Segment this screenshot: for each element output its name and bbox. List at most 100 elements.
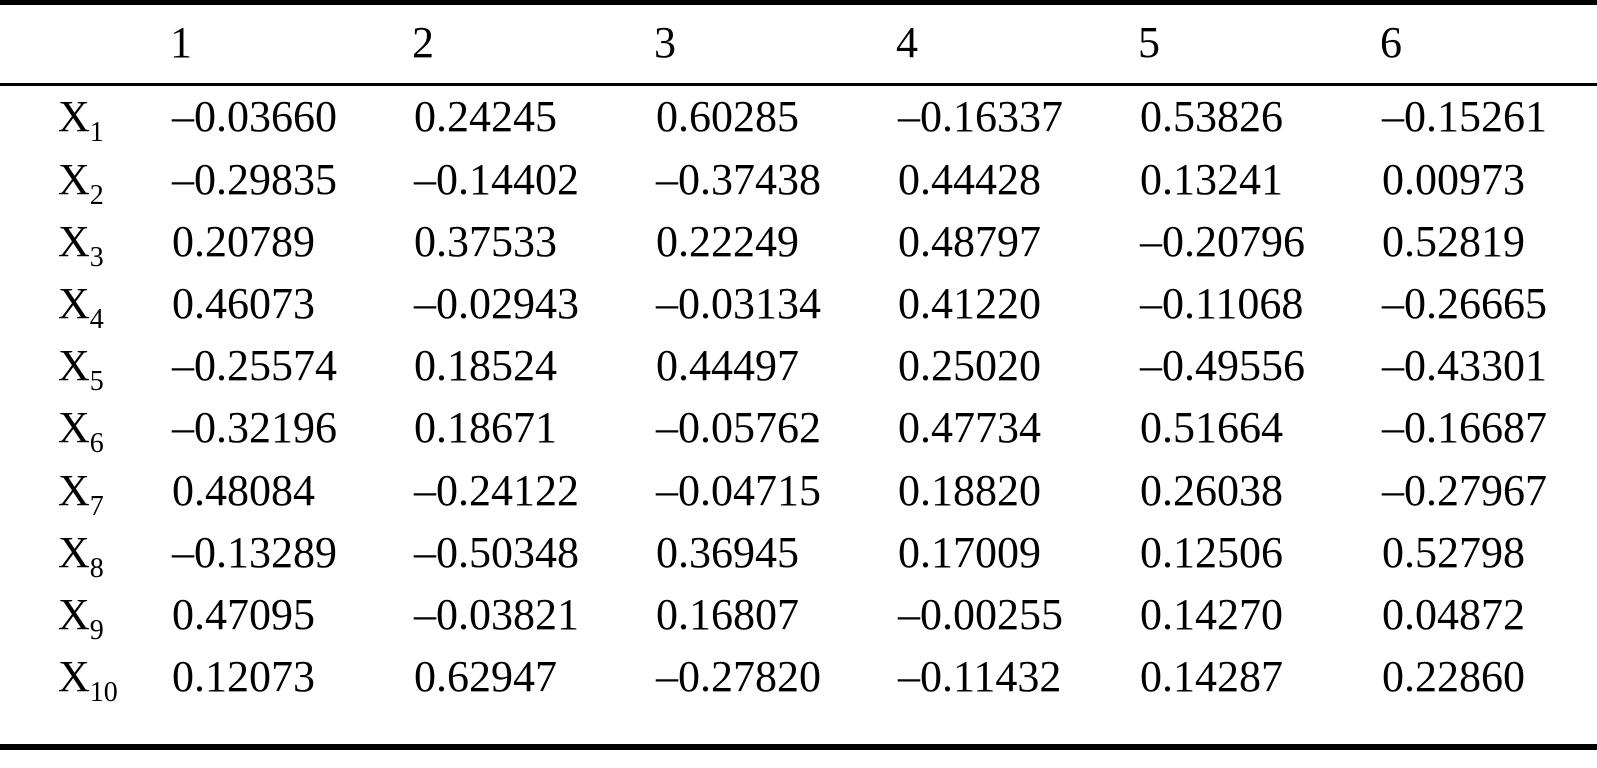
table-row-x2: X2 –0.29835 –0.14402 –0.37438 0.44428 0.13241…: [0, 149, 1597, 211]
cell-x6-col6: –0.16687: [1382, 403, 1547, 453]
table-row-x1: X1 –0.03660 0.24245 0.60285 –0.16337 0.53826–…: [0, 85, 1597, 149]
cell-x7-col6: –0.27967: [1382, 465, 1547, 515]
cell-x5-col1: –0.25574: [172, 341, 337, 391]
table-row-x8: X8 –0.13289 –0.50348 0.36945 0.17009 0.12506 0…: [0, 522, 1597, 584]
column-header-5: 5: [1138, 2, 1380, 87]
cell-x9-col4: –0.00255: [898, 589, 1063, 639]
row-label-base: X: [58, 341, 90, 391]
row-label-subscript: 8: [89, 552, 104, 584]
cell-x7-col4: 0.18820: [898, 465, 1041, 515]
cell-x7-col2: –0.24122: [414, 465, 579, 515]
cell-x5-col2: 0.18524: [414, 341, 557, 391]
row-label-x3: X3: [0, 211, 170, 273]
cell-x10-col4: –0.11432: [898, 652, 1062, 702]
cell-x5-col5: –0.49556: [1140, 341, 1305, 391]
cell-x1-col1: –0.03660: [172, 92, 337, 142]
table-row-x5: X5 –0.25574 0.18524 0.44497 0.25020 –0.49556 –…: [0, 335, 1597, 397]
cell-x3-col2: 0.37533: [414, 216, 557, 266]
cell-x4-col3: –0.03134: [656, 278, 821, 328]
row-label-base: X: [58, 154, 90, 204]
cell-x2-col4: 0.44428: [898, 154, 1041, 204]
cell-x5-col4: 0.25020: [898, 341, 1041, 391]
cell-x1-col3: 0.60285: [656, 92, 799, 142]
cell-x6-col5: 0.51664: [1140, 403, 1283, 453]
cell-x10-col2: 0.62947: [414, 652, 557, 702]
row-label-subscript: 10: [89, 677, 118, 709]
row-label-base: X: [58, 527, 90, 577]
row-label-subscript: 4: [89, 303, 104, 335]
cell-x2-col3: –0.37438: [656, 154, 821, 204]
cell-x6-col4: 0.47734: [898, 403, 1041, 453]
cell-x10-col3: –0.27820: [656, 652, 821, 702]
row-label-base: X: [58, 403, 90, 453]
row-label-x4: X4: [0, 273, 170, 335]
cell-x1-col4: –0.16337: [898, 92, 1063, 142]
table-row-x3: X3 0.20789 0.37533 0.22249 0.48797 –0.20796 0.…: [0, 211, 1597, 273]
cell-x8-col1: –0.13289: [172, 527, 337, 577]
cell-x3-col1: 0.20789: [172, 216, 315, 266]
cell-x4-col5: –0.11068: [1140, 278, 1304, 328]
table-row-x9: X9 0.47095 –0.03821 0.16807 –0.00255 0.14270 0…: [0, 584, 1597, 646]
row-label-base: X: [58, 92, 90, 142]
row-label-subscript: 9: [89, 614, 104, 646]
row-label-subscript: 1: [89, 117, 104, 149]
cell-x10-col1: 0.12073: [172, 652, 315, 702]
table-row-x6: X6 –0.32196 0.18671 –0.05762 0.47734 0.51664–…: [0, 397, 1597, 459]
cell-x1-col2: 0.24245: [414, 92, 557, 142]
cell-x10-col5: 0.14287: [1140, 652, 1283, 702]
table-row-x7: X7 0.48084 –0.24122 –0.04715 0.18820 0.26038–…: [0, 460, 1597, 522]
cell-x8-col4: 0.17009: [898, 527, 1041, 577]
column-header-4: 4: [896, 2, 1138, 87]
cell-x8-col2: –0.50348: [414, 527, 579, 577]
cell-x8-col5: 0.12506: [1140, 527, 1283, 577]
row-label-base: X: [58, 216, 90, 266]
header-corner-cell: [0, 2, 170, 87]
cell-x9-col2: –0.03821: [414, 589, 579, 639]
table-row-x10: X10 0.12073 0.62947 –0.27820 –0.11432 0.14287…: [0, 646, 1597, 747]
cell-x10-col6: 0.22860: [1382, 652, 1525, 702]
cell-x6-col1: –0.32196: [172, 403, 337, 453]
row-label-subscript: 5: [89, 366, 104, 398]
cell-x2-col6: 0.00973: [1382, 154, 1525, 204]
row-label-subscript: 2: [89, 179, 104, 211]
cell-x4-col1: 0.46073: [172, 278, 315, 328]
row-label-subscript: 3: [89, 241, 104, 273]
cell-x1-col5: 0.53826: [1140, 92, 1283, 142]
column-header-6: 6: [1380, 2, 1597, 87]
row-label-x10: X10: [0, 646, 170, 747]
row-label-base: X: [58, 278, 90, 328]
cell-x3-col4: 0.48797: [898, 216, 1041, 266]
cell-x7-col3: –0.04715: [656, 465, 821, 515]
cell-x3-col5: –0.20796: [1140, 216, 1305, 266]
row-label-x9: X9: [0, 584, 170, 646]
cell-x9-col5: 0.14270: [1140, 589, 1283, 639]
cell-x8-col6: 0.52798: [1382, 527, 1525, 577]
row-label-subscript: 6: [89, 428, 104, 460]
cell-x5-col6: –0.43301: [1382, 341, 1547, 391]
row-label-x7: X7: [0, 460, 170, 522]
cell-x2-col5: 0.13241: [1140, 154, 1283, 204]
cell-x9-col3: 0.16807: [656, 589, 799, 639]
cell-x7-col5: 0.26038: [1140, 465, 1283, 515]
row-label-x2: X2: [0, 149, 170, 211]
table-body: X1 –0.03660 0.24245 0.60285 –0.16337 0.53826–…: [0, 85, 1597, 747]
cell-x6-col3: –0.05762: [656, 403, 821, 453]
cell-x2-col2: –0.14402: [414, 154, 579, 204]
row-label-x1: X1: [0, 85, 170, 149]
cell-x8-col3: 0.36945: [656, 527, 799, 577]
cell-x9-col6: 0.04872: [1382, 589, 1525, 639]
cell-x9-col1: 0.47095: [172, 589, 315, 639]
column-header-3: 3: [654, 2, 896, 87]
cell-x5-col3: 0.44497: [656, 341, 799, 391]
column-header-1: 1: [170, 2, 412, 87]
table-row-x4: X4 0.46073 –0.02943 –0.03134 0.41220 –0.11068…: [0, 273, 1597, 335]
cell-x3-col6: 0.52819: [1382, 216, 1525, 266]
row-label-subscript: 7: [89, 490, 104, 522]
column-header-2: 2: [412, 2, 654, 87]
cell-x4-col4: 0.41220: [898, 278, 1041, 328]
cell-x4-col6: –0.26665: [1382, 278, 1547, 328]
